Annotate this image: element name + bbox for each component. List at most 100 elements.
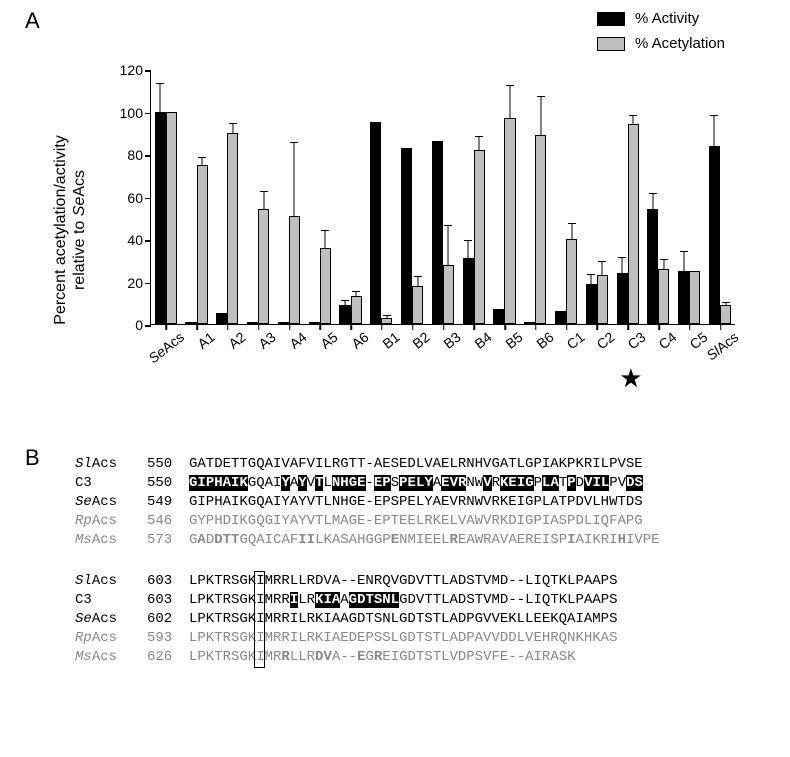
bar-activity [339, 305, 350, 324]
chart-plot-area: 020406080100120SeAcsA1A2A3A4A5A6B1B2B3B4… [150, 70, 735, 325]
bar-acetylation [412, 286, 423, 324]
seq-start-num: 550 [147, 455, 189, 474]
seq-residues: LPKTRSGKIMRRILRKIAAGDTSNLGDTSTLADPGVVEKL… [189, 610, 617, 629]
error-bar [571, 224, 572, 239]
alignment-row: MsAcs573GADDTTGQAICAFIILKASAHGGPENMIEELR… [75, 531, 660, 550]
bar-acetylation [628, 124, 639, 324]
error-cap [680, 251, 688, 252]
seq-name: C3 [75, 591, 147, 610]
seq-residues: LPKTRSGKIMRRILRKIAEDEPSSLGDTSTLADPAVVDDL… [189, 629, 617, 648]
chart-legend: % Activity % Acetylation [597, 10, 725, 60]
alignment-row: C3550GIPHAIKGQAIYAYVTLNHGE-EPSPELYAEVRNW… [75, 474, 660, 493]
alignment-row: MsAcs626LPKTRSGKIMRRLLRDVA--EGREIGDTSTLV… [75, 648, 660, 667]
error-cap [260, 191, 268, 192]
bar-activity [555, 311, 566, 324]
y-tick-label: 120 [111, 62, 143, 78]
error-cap [598, 261, 606, 262]
error-cap [156, 83, 164, 84]
error-bar [591, 275, 592, 284]
error-cap [414, 276, 422, 277]
seq-name: SeAcs [75, 493, 147, 512]
bar-acetylation [566, 239, 577, 324]
error-bar [663, 260, 664, 269]
bar-acetylation [320, 248, 331, 325]
legend-label: % Acetylation [635, 35, 725, 52]
x-tick-label: B1 [375, 324, 402, 352]
error-bar [509, 86, 510, 118]
y-tick-label: 0 [111, 317, 143, 333]
bar-acetylation [474, 150, 485, 324]
bar-acetylation [289, 216, 300, 324]
bar-activity [524, 322, 535, 324]
bar-acetylation [381, 318, 392, 324]
x-tick-label: B6 [529, 324, 556, 352]
error-bar [325, 231, 326, 248]
x-tick-label: C4 [652, 324, 680, 352]
x-tick-label: B2 [406, 324, 433, 352]
y-tick-mark [145, 113, 151, 115]
seq-residues: GATDETTGQAIVAFVILRGTT-AESEDLVAELRNHVGATL… [189, 455, 643, 474]
error-cap [660, 259, 668, 260]
error-bar [263, 192, 264, 209]
seq-start-num: 602 [147, 610, 189, 629]
y-tick-label: 60 [111, 190, 143, 206]
error-bar [633, 116, 634, 125]
legend-swatch-activity [597, 12, 625, 26]
seq-name: SlAcs [75, 455, 147, 474]
error-cap [710, 115, 718, 116]
seq-name: MsAcs [75, 648, 147, 667]
bar-activity [586, 284, 597, 324]
error-cap [506, 85, 514, 86]
error-bar [160, 84, 161, 112]
seq-start-num: 546 [147, 512, 189, 531]
x-tick-label: A4 [283, 324, 310, 352]
alignment-block: SlAcs550GATDETTGQAIVAFVILRGTT-AESEDLVAEL… [75, 455, 660, 550]
error-cap [383, 315, 391, 316]
error-bar [602, 262, 603, 275]
alignment-row: C3603LPKTRSGKIMRRILRKIAAGDTSNLGDVTTLADST… [75, 591, 660, 610]
alignment-row: RpAcs593LPKTRSGKIMRRILRKIAEDEPSSLGDTSTLA… [75, 629, 660, 648]
legend-row: % Activity [597, 10, 725, 27]
error-cap [229, 123, 237, 124]
error-cap [537, 96, 545, 97]
panel-a-label: A [25, 8, 40, 34]
x-tick-label: SeAcs [141, 324, 186, 366]
error-bar [417, 277, 418, 286]
seq-start-num: 593 [147, 629, 189, 648]
error-bar [714, 116, 715, 146]
seq-start-num: 626 [147, 648, 189, 667]
seq-residues: GIPHAIKGQAIYAYVTLNHGE-EPSPELYAEVRNWVRKEI… [189, 474, 643, 493]
alignment-row: RpAcs546GYPHDIKGQGIYAYVTLMAGE-EPTEELRKEL… [75, 512, 660, 531]
bar-activity [617, 273, 628, 324]
y-tick-mark [145, 283, 151, 285]
y-tick-label: 20 [111, 275, 143, 291]
bar-acetylation [504, 118, 515, 324]
error-bar [468, 241, 469, 258]
alignment-block: SlAcs603LPKTRSGKIMRRLLRDVA--ENRQVGDVTTLA… [75, 572, 660, 667]
bar-activity [216, 313, 227, 324]
seq-name: SlAcs [75, 572, 147, 591]
error-bar [479, 137, 480, 150]
bar-activity [247, 322, 258, 324]
bar-activity [678, 271, 689, 324]
x-tick-label: SlAcs [699, 324, 741, 363]
seq-residues: GYPHDIKGQGIYAYVTLMAGE-EPTEELRKELVAWVRKDI… [189, 512, 643, 531]
bar-acetylation [258, 209, 269, 324]
legend-label: % Activity [635, 10, 699, 27]
y-tick-label: 40 [111, 232, 143, 248]
seq-name: RpAcs [75, 629, 147, 648]
error-bar [232, 124, 233, 133]
alignment-row: SlAcs550GATDETTGQAIVAFVILRGTT-AESEDLVAEL… [75, 455, 660, 474]
bar-activity [709, 146, 720, 325]
error-bar [448, 226, 449, 264]
x-tick-label: A6 [344, 324, 371, 352]
chart-container: % Activity % Acetylation Percent acetyla… [55, 10, 765, 410]
y-tick-label: 80 [111, 147, 143, 163]
seq-name: MsAcs [75, 531, 147, 550]
error-cap [290, 142, 298, 143]
seq-start-num: 549 [147, 493, 189, 512]
x-tick-label: C3 [621, 324, 649, 352]
bar-activity [309, 322, 320, 324]
x-tick-label: C2 [590, 324, 618, 352]
error-bar [294, 143, 295, 215]
